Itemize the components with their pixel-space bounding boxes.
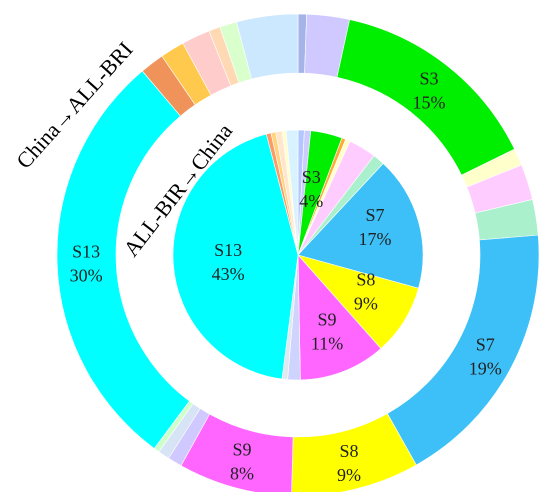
outer-slice-s13 xyxy=(56,70,190,449)
inner-label-s8: S8 xyxy=(356,269,375,289)
outer-value-s3: 15% xyxy=(413,92,446,112)
inner-slice-s13 xyxy=(172,133,299,380)
outer-ring xyxy=(56,13,540,492)
outer-slice-18 xyxy=(236,13,299,80)
inner-slice-s7 xyxy=(297,163,424,289)
outer-label-s3: S3 xyxy=(419,68,438,88)
outer-label-s7: S7 xyxy=(476,334,495,354)
inner-label-s3: S3 xyxy=(302,167,321,187)
outer-value-s9: 8% xyxy=(230,463,254,483)
outer-value-s7: 19% xyxy=(469,358,502,378)
outer-value-s13: 30% xyxy=(70,266,103,286)
outer-slice-s8 xyxy=(291,413,417,492)
outer-label-s9: S9 xyxy=(233,439,252,459)
outer-value-s8: 9% xyxy=(337,465,361,485)
inner-value-s9: 11% xyxy=(311,334,343,354)
inner-value-s3: 4% xyxy=(299,191,323,211)
inner-value-s13: 43% xyxy=(212,264,245,284)
inner-slice-s9 xyxy=(297,254,382,381)
inner-value-s8: 9% xyxy=(354,293,378,313)
inner-label-s7: S7 xyxy=(365,205,384,225)
outer-label-s13: S13 xyxy=(72,242,100,262)
inner-label-s13: S13 xyxy=(214,240,242,260)
slice-labels: S3 15% S7 19% S8 9% S9 8% S13 30% S3 4% S7 17% S8 9% S9 1… xyxy=(70,68,502,484)
inner-value-s7: 17% xyxy=(358,229,391,249)
inner-label-s9: S9 xyxy=(318,310,337,330)
inner-pie xyxy=(172,129,424,381)
inner-slice-17 xyxy=(285,129,299,256)
outer-label-s8: S8 xyxy=(340,441,359,461)
